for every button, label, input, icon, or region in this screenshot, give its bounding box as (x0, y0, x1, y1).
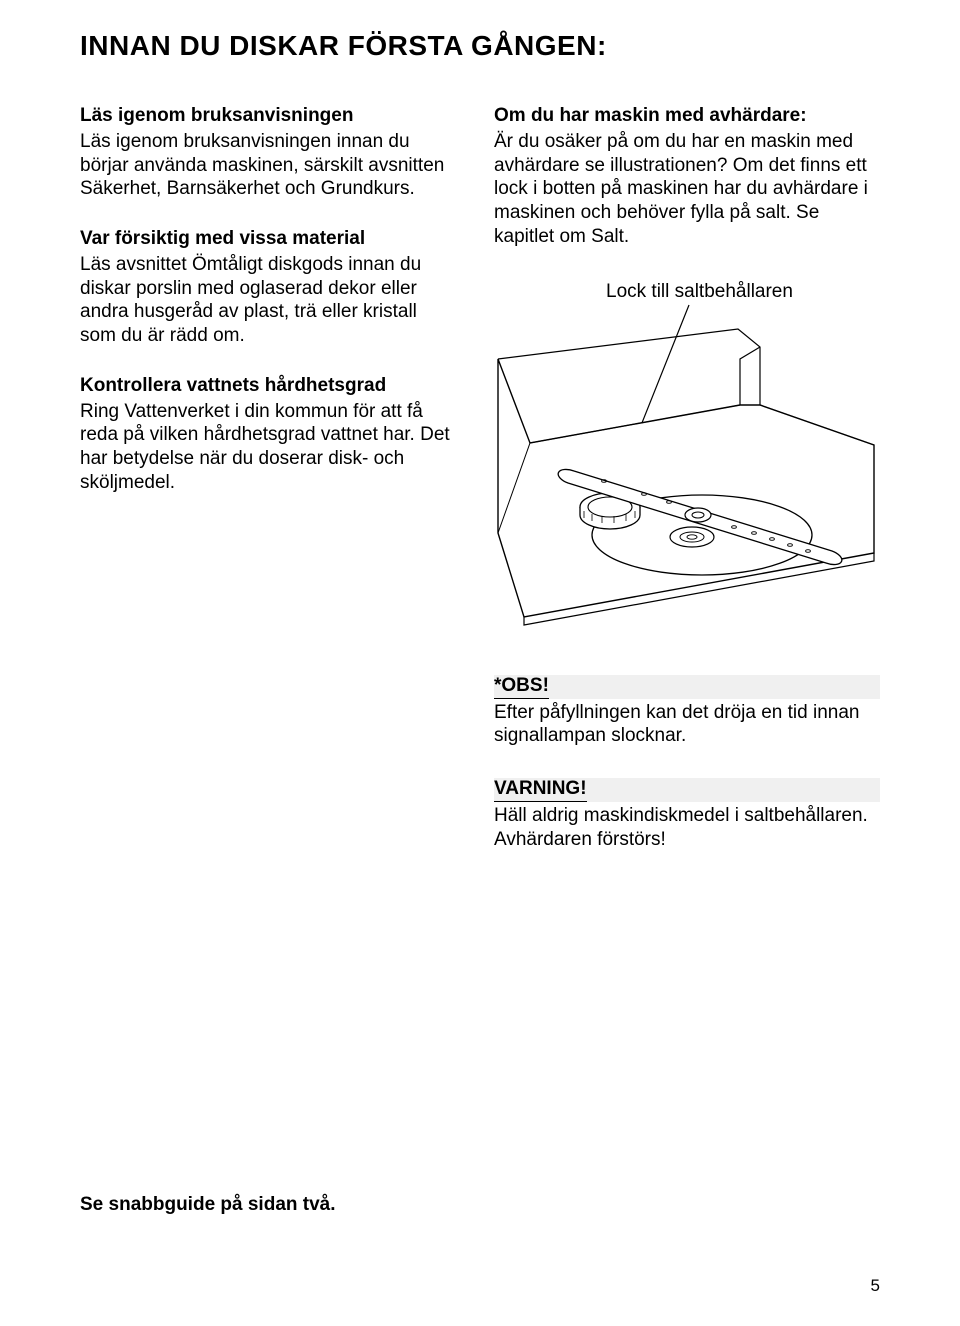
page: INNAN DU DISKAR FÖRSTA GÅNGEN: Läs igeno… (0, 0, 960, 1326)
illustration-label: Lock till saltbehållaren (606, 281, 793, 303)
illustration-container: Lock till saltbehållaren (494, 275, 880, 645)
columns-container: Läs igenom bruksanvisningen Läs igenom b… (80, 104, 880, 852)
notice-heading: VARNING! (494, 778, 587, 802)
section-read-manual: Läs igenom bruksanvisningen Läs igenom b… (80, 104, 458, 201)
notice-varning: VARNING! Häll aldrig maskindiskmedel i s… (494, 778, 880, 852)
section-body: Ring Vattenverket i din kommun för att f… (80, 400, 458, 495)
notice-heading-bar: *OBS! (494, 675, 880, 699)
main-title: INNAN DU DISKAR FÖRSTA GÅNGEN: (80, 30, 880, 62)
page-number: 5 (871, 1276, 880, 1296)
notice-body: Häll aldrig maskindiskmedel i saltbehåll… (494, 804, 880, 852)
section-softener: Om du har maskin med avhärdare: Är du os… (494, 104, 880, 249)
dishwasher-illustration-icon (494, 275, 880, 645)
left-column: Läs igenom bruksanvisningen Läs igenom b… (80, 104, 458, 852)
right-column: Om du har maskin med avhärdare: Är du os… (494, 104, 880, 852)
notice-obs: *OBS! Efter påfyllningen kan det dröja e… (494, 675, 880, 749)
section-body: Är du osäker på om du har en maskin med … (494, 130, 880, 249)
notice-body: Efter påfyllningen kan det dröja en tid … (494, 701, 880, 749)
section-careful-materials: Var försiktig med vissa material Läs avs… (80, 227, 458, 348)
section-heading: Kontrollera vattnets hårdhetsgrad (80, 374, 458, 398)
bottom-reference-text: Se snabbguide på sidan två. (80, 1194, 336, 1216)
section-body: Läs avsnittet Ömtåligt diskgods innan du… (80, 253, 458, 348)
section-body: Läs igenom bruksanvisningen innan du bör… (80, 130, 458, 201)
notice-heading: *OBS! (494, 675, 549, 699)
notice-heading-bar: VARNING! (494, 778, 880, 802)
section-heading: Var försiktig med vissa material (80, 227, 458, 251)
section-heading: Om du har maskin med avhärdare: (494, 104, 880, 128)
section-water-hardness: Kontrollera vattnets hårdhetsgrad Ring V… (80, 374, 458, 495)
section-heading: Läs igenom bruksanvisningen (80, 104, 458, 128)
